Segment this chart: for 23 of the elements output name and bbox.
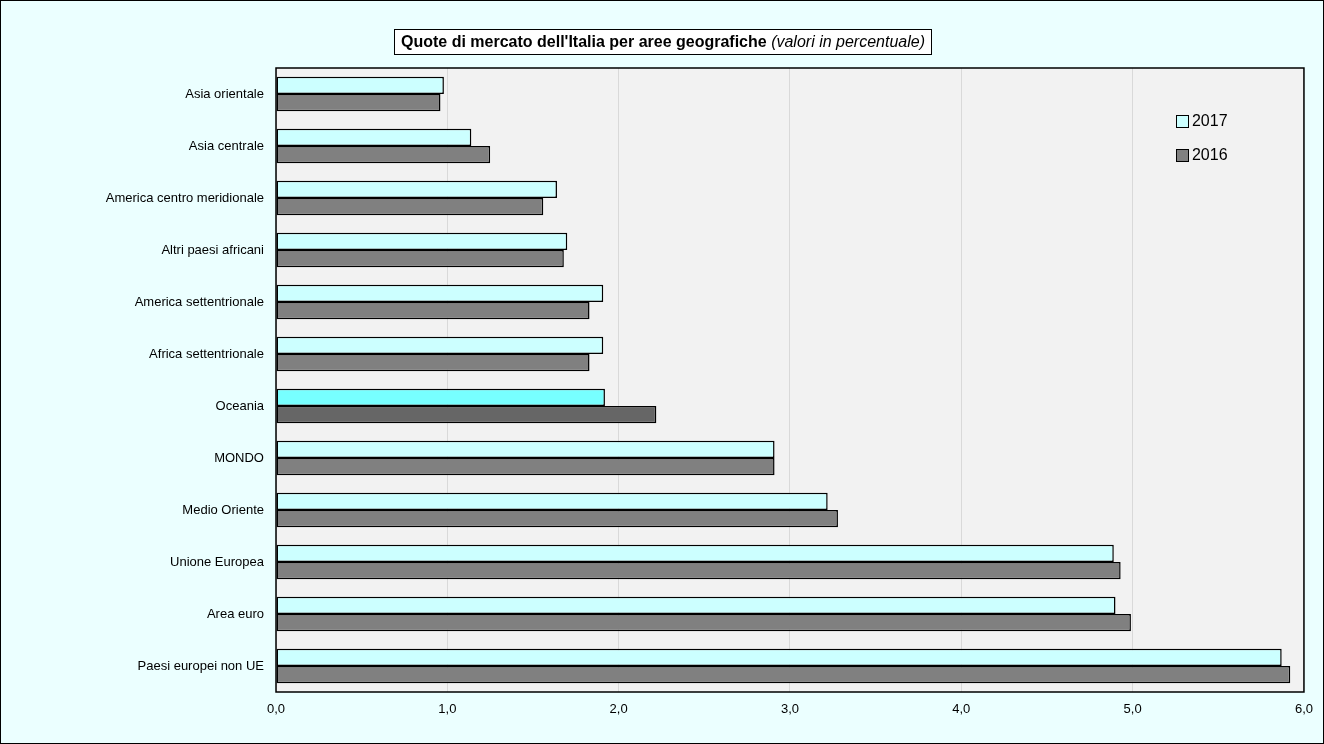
y-tick-label: Africa settentrionale bbox=[149, 345, 264, 361]
x-tick-label: 5,0 bbox=[1123, 701, 1142, 717]
chart-subtitle: (valori in percentuale) bbox=[771, 33, 925, 50]
legend-label: 2017 bbox=[1191, 112, 1228, 130]
y-tick-label: America centro meridionale bbox=[105, 189, 264, 205]
y-tick-label: Area euro bbox=[206, 605, 264, 621]
y-tick-label: Medio Oriente bbox=[182, 501, 264, 517]
x-tick-label: 1,0 bbox=[438, 701, 457, 717]
y-tick-label: Asia orientale bbox=[185, 85, 264, 101]
y-tick-label: America settentrionale bbox=[134, 293, 264, 309]
y-tick-label: MONDO bbox=[214, 449, 264, 465]
y-tick-label: Asia centrale bbox=[188, 137, 264, 153]
x-tick-label: 3,0 bbox=[780, 701, 800, 717]
y-tick-label: Oceania bbox=[215, 397, 265, 413]
y-tick-label: Unione Europea bbox=[170, 553, 265, 569]
x-tick-label: 2,0 bbox=[609, 701, 628, 717]
x-tick-label: 4,0 bbox=[952, 701, 971, 717]
chart-title: Quote di mercato dell'Italia per aree geografiche bbox=[400, 33, 767, 50]
y-tick-label: Altri paesi africani bbox=[161, 241, 265, 257]
y-tick-label: Paesi europei non UE bbox=[137, 657, 265, 673]
x-tick-label: 6,0 bbox=[1294, 701, 1313, 717]
legend-label: 2016 bbox=[1191, 146, 1228, 164]
x-tick-label: 0,0 bbox=[266, 701, 286, 717]
